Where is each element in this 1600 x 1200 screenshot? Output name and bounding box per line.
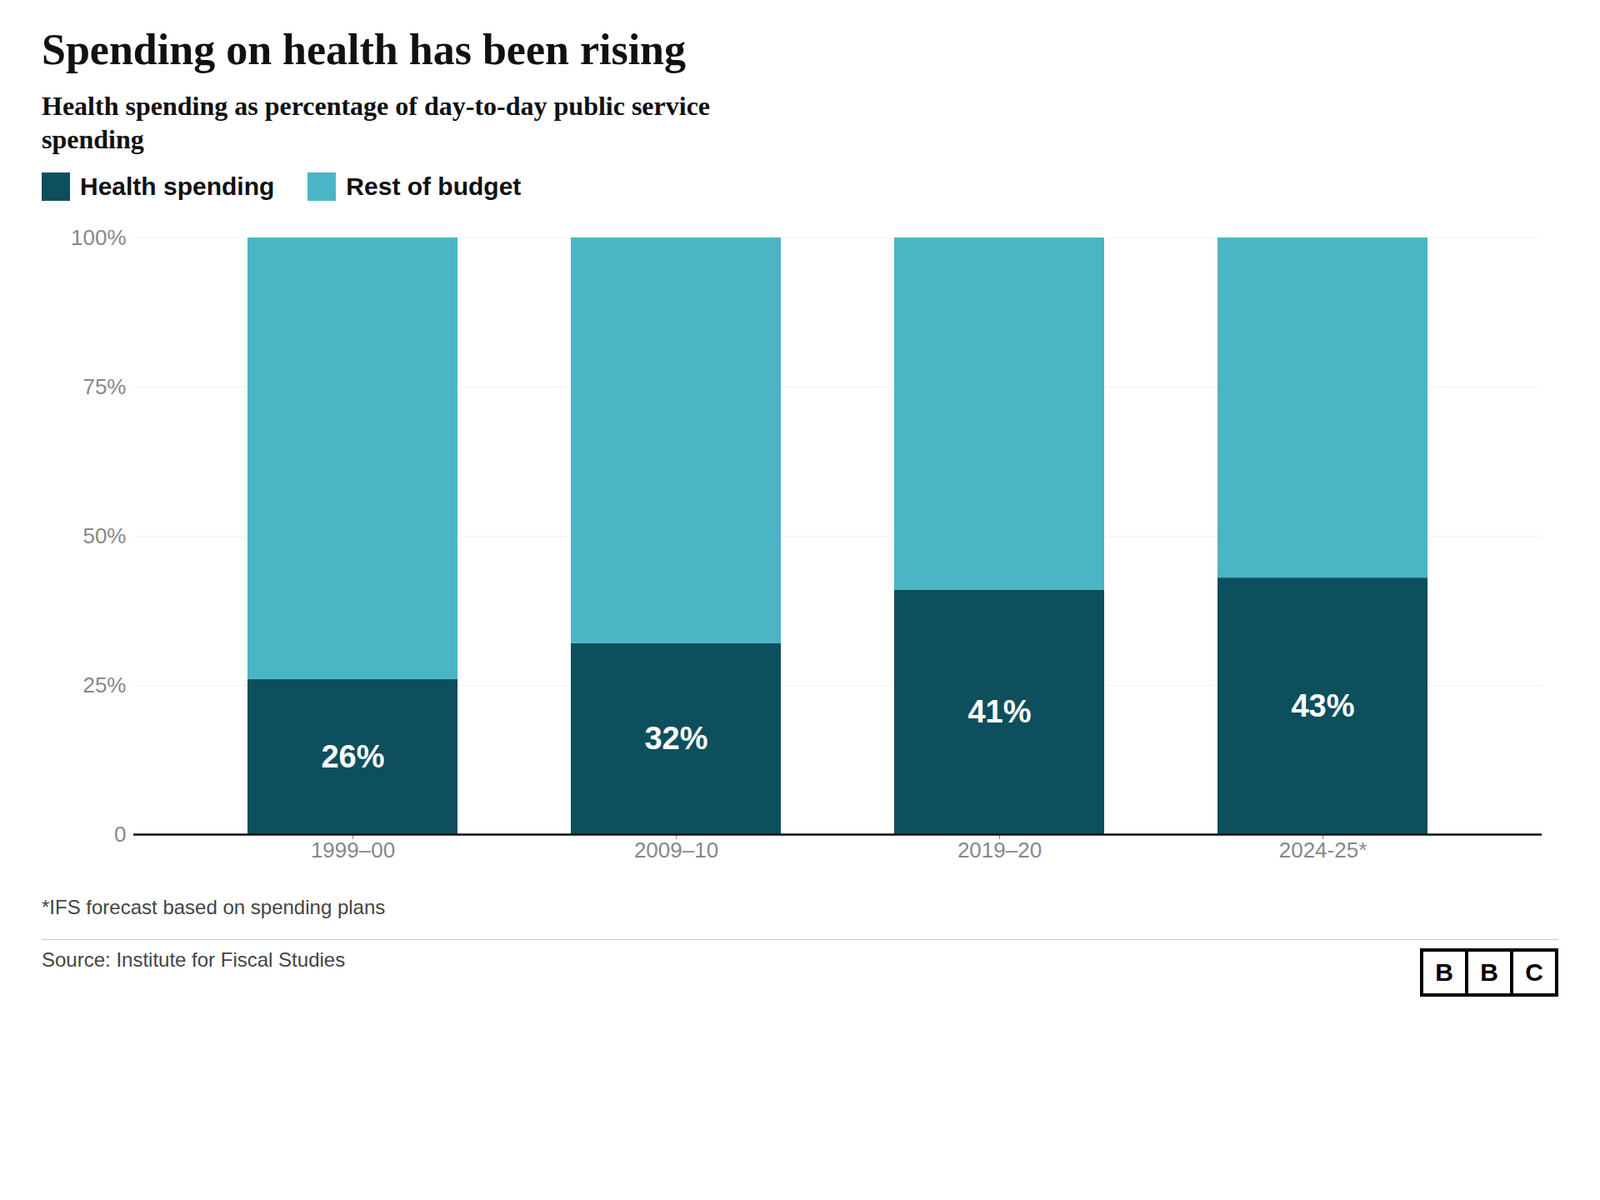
svg-text:41%: 41%: [967, 694, 1031, 730]
svg-text:32%: 32%: [644, 720, 708, 756]
svg-text:26%: 26%: [320, 739, 385, 775]
svg-text:2024-25*: 2024-25*: [1279, 837, 1368, 863]
svg-text:2019–20: 2019–20: [957, 837, 1042, 863]
svg-text:100%: 100%: [70, 225, 127, 250]
svg-text:75%: 75%: [82, 374, 126, 400]
html-text:Health spending as percentage: Health spending as percentage of day-to-…: [41, 90, 711, 121]
html-text:Health spending: Health spending: [80, 172, 275, 200]
html-text:Rest of budget: Rest of budget: [346, 172, 522, 200]
html-text:C: C: [1525, 958, 1544, 986]
html-text:B: B: [1480, 958, 1499, 986]
html-text:Source: Institute for Fiscal S: Source: Institute for Fiscal Studies: [41, 948, 346, 971]
html-text:Spending on health has been ri: Spending on health has been rising: [41, 25, 686, 74]
svg-text:43%: 43%: [1290, 688, 1355, 724]
html-text:spending: spending: [41, 124, 144, 155]
html-text:B: B: [1435, 958, 1454, 986]
svg-text:2009–10: 2009–10: [634, 837, 719, 863]
svg-text:50%: 50%: [82, 523, 126, 549]
svg-text:0: 0: [114, 821, 126, 847]
svg-text:1999–00: 1999–00: [310, 837, 395, 863]
svg-text:25%: 25%: [82, 672, 126, 698]
html-text:*IFS forecast based on spendin: *IFS forecast based on spending plans: [41, 895, 386, 919]
